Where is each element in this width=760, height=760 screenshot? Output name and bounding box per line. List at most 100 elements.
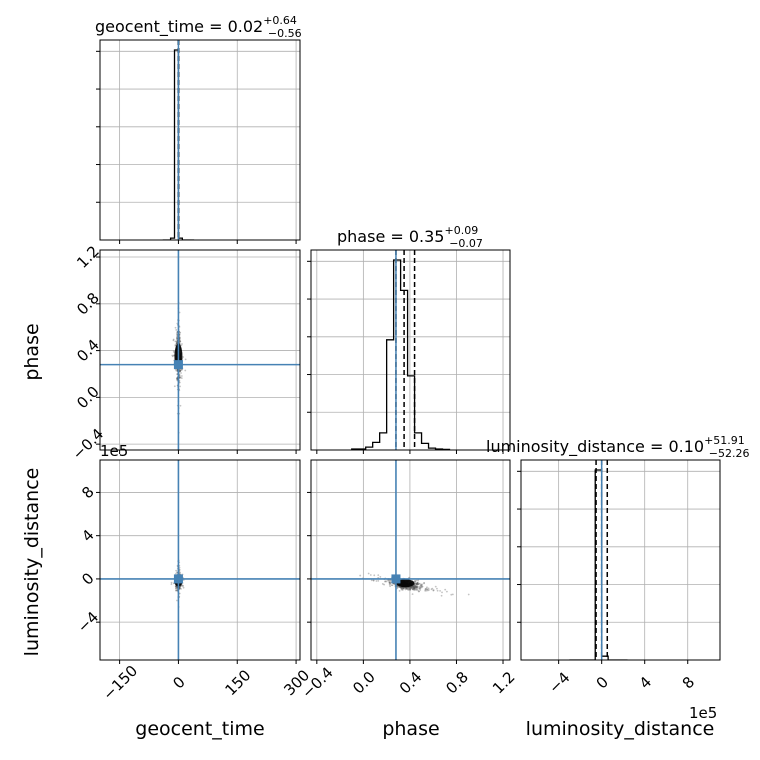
sample-point [439,589,441,592]
panel-geocent_time-phase: −0.40.00.40.81.2 [69,242,301,463]
panel-frame [310,459,511,661]
sample-point [417,590,420,593]
sample-point [436,589,439,592]
sample-point [176,377,178,380]
sample-point [178,586,181,589]
axis-labels: geocent_time = 0.02+0.64 −0.56 phase = 0.… [21,14,750,740]
sample-point [396,586,399,589]
sample-point [400,586,403,589]
sample-point [175,589,178,592]
sample-point [415,583,418,586]
sample-point [402,587,405,590]
tick-label-y-luminosity_distance-3: 8 [78,483,97,502]
sample-point [409,587,411,590]
tick-label-y-phase-2: 0.4 [73,336,103,366]
sample-point [180,377,183,380]
tick-label-y-luminosity_distance-1: 0 [78,569,97,588]
sample-point [179,331,182,334]
sample-point [415,585,417,588]
sample-point [400,587,403,590]
sample-point [416,588,419,590]
sample-point [406,588,409,590]
sample-point [377,574,380,577]
sample-point [405,587,407,589]
sample-point [179,369,182,372]
sample-point [393,583,396,586]
sample-point [416,582,419,584]
injection-marker [391,574,401,584]
sample-point [359,574,362,577]
title-luminosity-distance: luminosity_distance = 0.10+51.91 −52.26 [486,434,750,460]
sample-point [411,593,414,596]
sample-point [173,351,176,354]
sample-point [430,588,433,591]
sample-point [175,329,178,331]
sample-point [417,583,420,586]
sample-point [413,587,416,590]
sample-point [174,326,177,329]
sample-point [416,586,418,589]
sample-point [375,580,378,582]
sample-point [414,584,417,587]
tick-label-x-geocent_time-0: −150 [99,662,141,704]
sample-point [400,586,403,589]
sample-point [179,376,182,379]
sample-point [411,587,414,590]
sample-point [372,579,375,582]
sample-point [408,587,411,590]
sci-offset-x: 1e5 [689,704,717,722]
sample-point [425,589,428,592]
sample-point [411,588,414,591]
sample-point [184,358,187,361]
sample-point [409,587,412,590]
tick-label-x-phase-4: 1.2 [489,668,519,698]
sample-point [179,337,181,339]
sample-point [403,587,406,589]
sample-point [372,579,375,582]
sample-point [181,343,183,345]
tick-label-x-geocent_time-1: 0 [169,673,188,692]
sample-point [373,574,376,577]
tick-label-y-luminosity_distance-0: −4 [74,608,102,636]
sample-point [384,580,386,583]
sample-point [409,588,412,591]
sample-point [398,585,400,588]
sample-point [175,587,177,589]
sample-point [412,587,415,590]
sample-point [407,588,410,591]
sample-point [400,586,403,589]
sample-point [415,583,417,586]
sample-point [412,586,415,589]
sample-point [385,580,388,583]
xlabel-phase: phase [382,718,439,740]
sample-point [410,586,412,588]
tick-label-y-luminosity_distance-2: 4 [78,526,97,545]
sample-point [396,585,399,588]
sample-point [414,582,416,585]
sample-point [178,369,181,372]
sample-point [418,582,421,585]
sample-point [428,589,430,591]
sample-point [175,586,178,588]
sample-point [182,586,185,589]
histogram-phase [351,259,451,450]
sci-offset-y: 1e5 [100,442,128,460]
sample-point [370,579,373,582]
sample-point [418,587,421,590]
title-geocent-time: geocent_time = 0.02+0.64 −0.56 [95,14,302,40]
sample-point [175,332,178,335]
sample-point [426,586,428,589]
sample-point [180,375,183,377]
sample-point [179,369,182,372]
sample-point [404,588,407,591]
sample-point [408,576,411,579]
sample-point [182,585,184,587]
tick-label-x-phase-2: 0.4 [396,668,426,698]
plot-area [351,250,451,450]
sample-point [415,582,418,585]
sample-point [416,582,419,585]
sample-point [412,586,415,589]
sample-point [401,589,404,591]
sample-point [408,587,411,590]
